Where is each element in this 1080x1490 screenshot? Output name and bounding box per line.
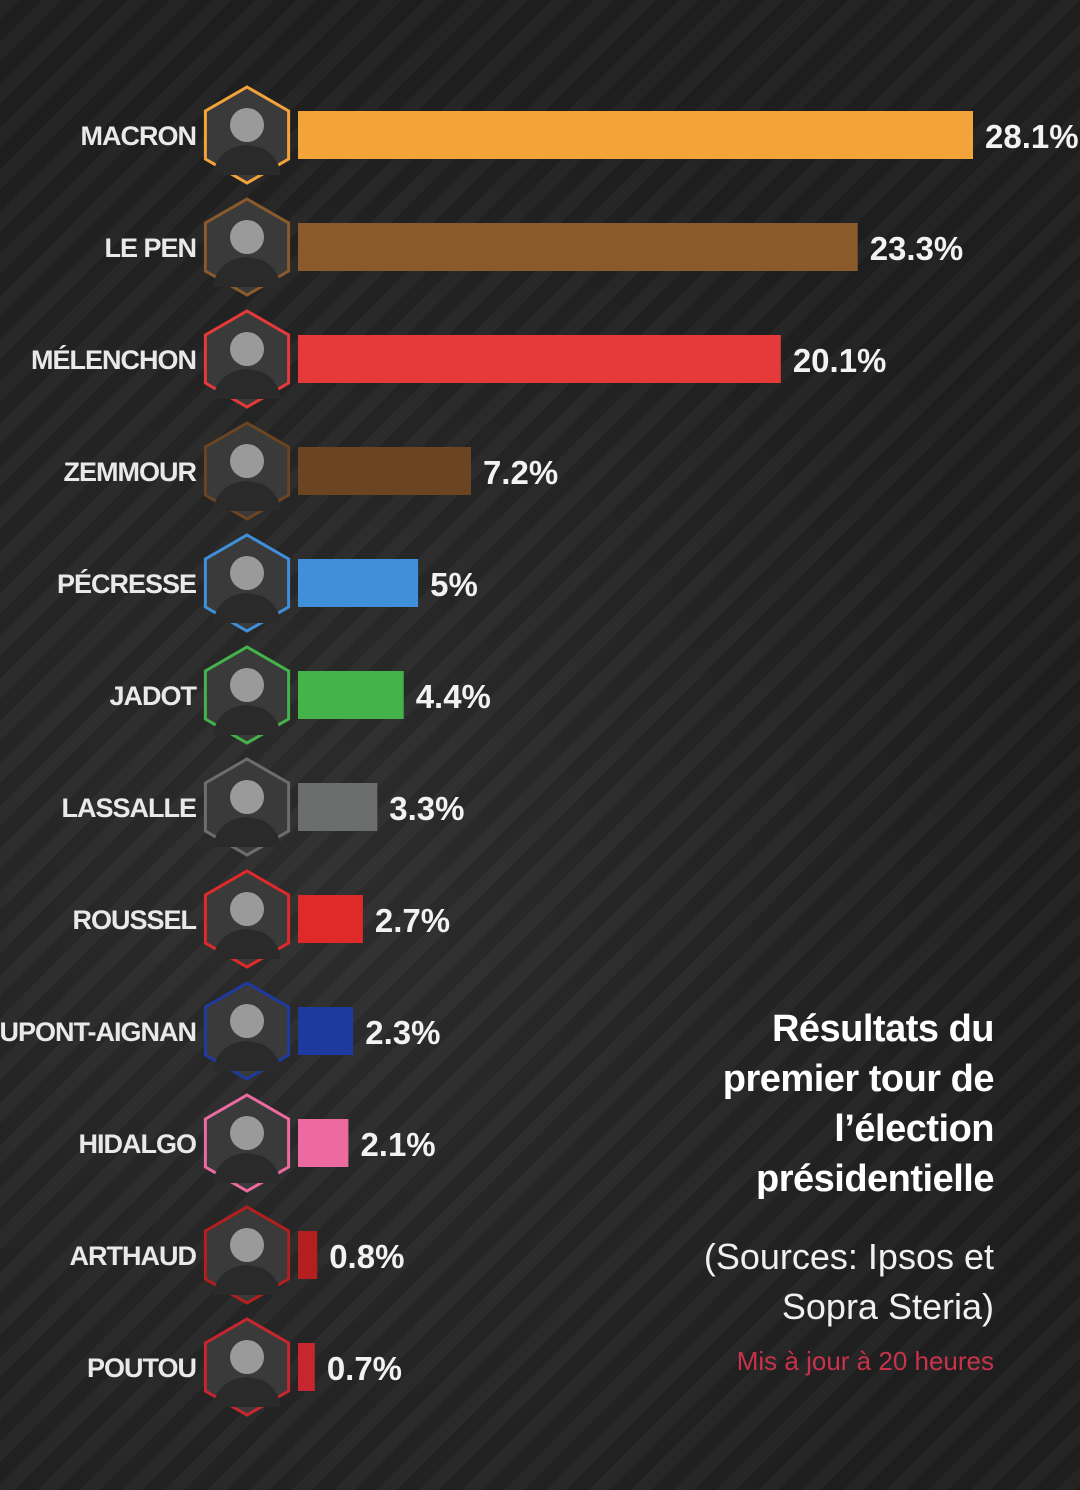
portrait-head <box>230 1004 264 1038</box>
update-time-note: Mis à jour à 20 heures <box>736 1346 994 1376</box>
portrait-shoulders <box>213 481 281 511</box>
result-bar <box>298 1119 349 1167</box>
candidate-name: ARTHAUD <box>70 1241 197 1271</box>
portrait-head <box>230 1340 264 1374</box>
chart-title-line: premier tour de <box>722 1058 995 1100</box>
result-value-label: 7.2% <box>483 454 558 491</box>
result-value-label: 4.4% <box>416 678 491 715</box>
candidate-name: MÉLENCHON <box>31 344 196 375</box>
result-value-label: 23.3% <box>870 230 964 267</box>
result-value-label: 28.1% <box>985 118 1079 155</box>
result-bar <box>298 447 471 495</box>
portrait-shoulders <box>213 1153 281 1183</box>
portrait-head <box>230 332 264 366</box>
result-bar <box>298 783 378 831</box>
portrait-shoulders <box>213 1265 281 1295</box>
result-bar <box>298 1231 318 1279</box>
portrait-shoulders <box>213 705 281 735</box>
portrait-head <box>230 1116 264 1150</box>
portrait-head <box>230 892 264 926</box>
portrait-shoulders <box>213 1377 281 1407</box>
result-value-label: 3.3% <box>389 790 464 827</box>
portrait-head <box>230 556 264 590</box>
candidate-name: DUPONT-AIGNAN <box>0 1017 196 1047</box>
result-bar <box>298 1343 315 1391</box>
result-value-label: 0.8% <box>329 1238 404 1275</box>
candidate-name: PÉCRESSE <box>57 568 196 599</box>
chart-caption: Résultats du premier tour de l’élection … <box>574 1004 995 1377</box>
chart-title-line: Résultats du <box>771 1008 995 1050</box>
candidate-name: HIDALGO <box>79 1129 197 1159</box>
portrait-shoulders <box>213 369 281 399</box>
portrait-shoulders <box>213 929 281 959</box>
portrait-shoulders <box>213 817 281 847</box>
candidate-name: JADOT <box>109 681 197 711</box>
candidate-name: LASSALLE <box>61 793 196 823</box>
chart-title-line: présidentielle <box>756 1158 994 1200</box>
result-bar <box>298 895 363 943</box>
result-value-label: 20.1% <box>793 342 887 379</box>
chart-title: Résultats du premier tour de l’élection … <box>574 1004 995 1204</box>
portrait-shoulders <box>213 145 281 175</box>
result-bar <box>298 335 781 383</box>
result-bar <box>298 1007 354 1055</box>
portrait-head <box>230 780 264 814</box>
portrait-head <box>230 1228 264 1262</box>
result-value-label: 2.7% <box>375 902 450 939</box>
result-value-label: 2.1% <box>360 1126 435 1163</box>
result-value-label: 5% <box>430 566 478 603</box>
candidate-name: POUTOU <box>87 1353 196 1383</box>
chart-title-line: l’élection <box>834 1108 994 1150</box>
portrait-shoulders <box>213 1041 281 1071</box>
portrait-shoulders <box>213 257 281 287</box>
portrait-head <box>230 108 264 142</box>
candidate-name: ROUSSEL <box>72 905 196 935</box>
result-bar <box>298 223 858 271</box>
candidate-name: MACRON <box>81 121 197 151</box>
result-bar <box>298 559 419 607</box>
candidate-name: LE PEN <box>104 233 196 263</box>
result-value-label: 2.3% <box>365 1014 440 1051</box>
result-bar <box>298 671 404 719</box>
result-value-label: 0.7% <box>327 1350 402 1387</box>
sources-line: (Sources: Ipsos et <box>703 1236 994 1277</box>
candidate-name: ZEMMOUR <box>64 457 197 487</box>
portrait-head <box>230 220 264 254</box>
sources-line: Sopra Steria) <box>781 1286 994 1327</box>
result-bar <box>298 111 973 159</box>
portrait-head <box>230 668 264 702</box>
portrait-head <box>230 444 264 478</box>
portrait-shoulders <box>213 593 281 623</box>
sources-note: (Sources: Ipsos et Sopra Steria) <box>574 1232 994 1332</box>
